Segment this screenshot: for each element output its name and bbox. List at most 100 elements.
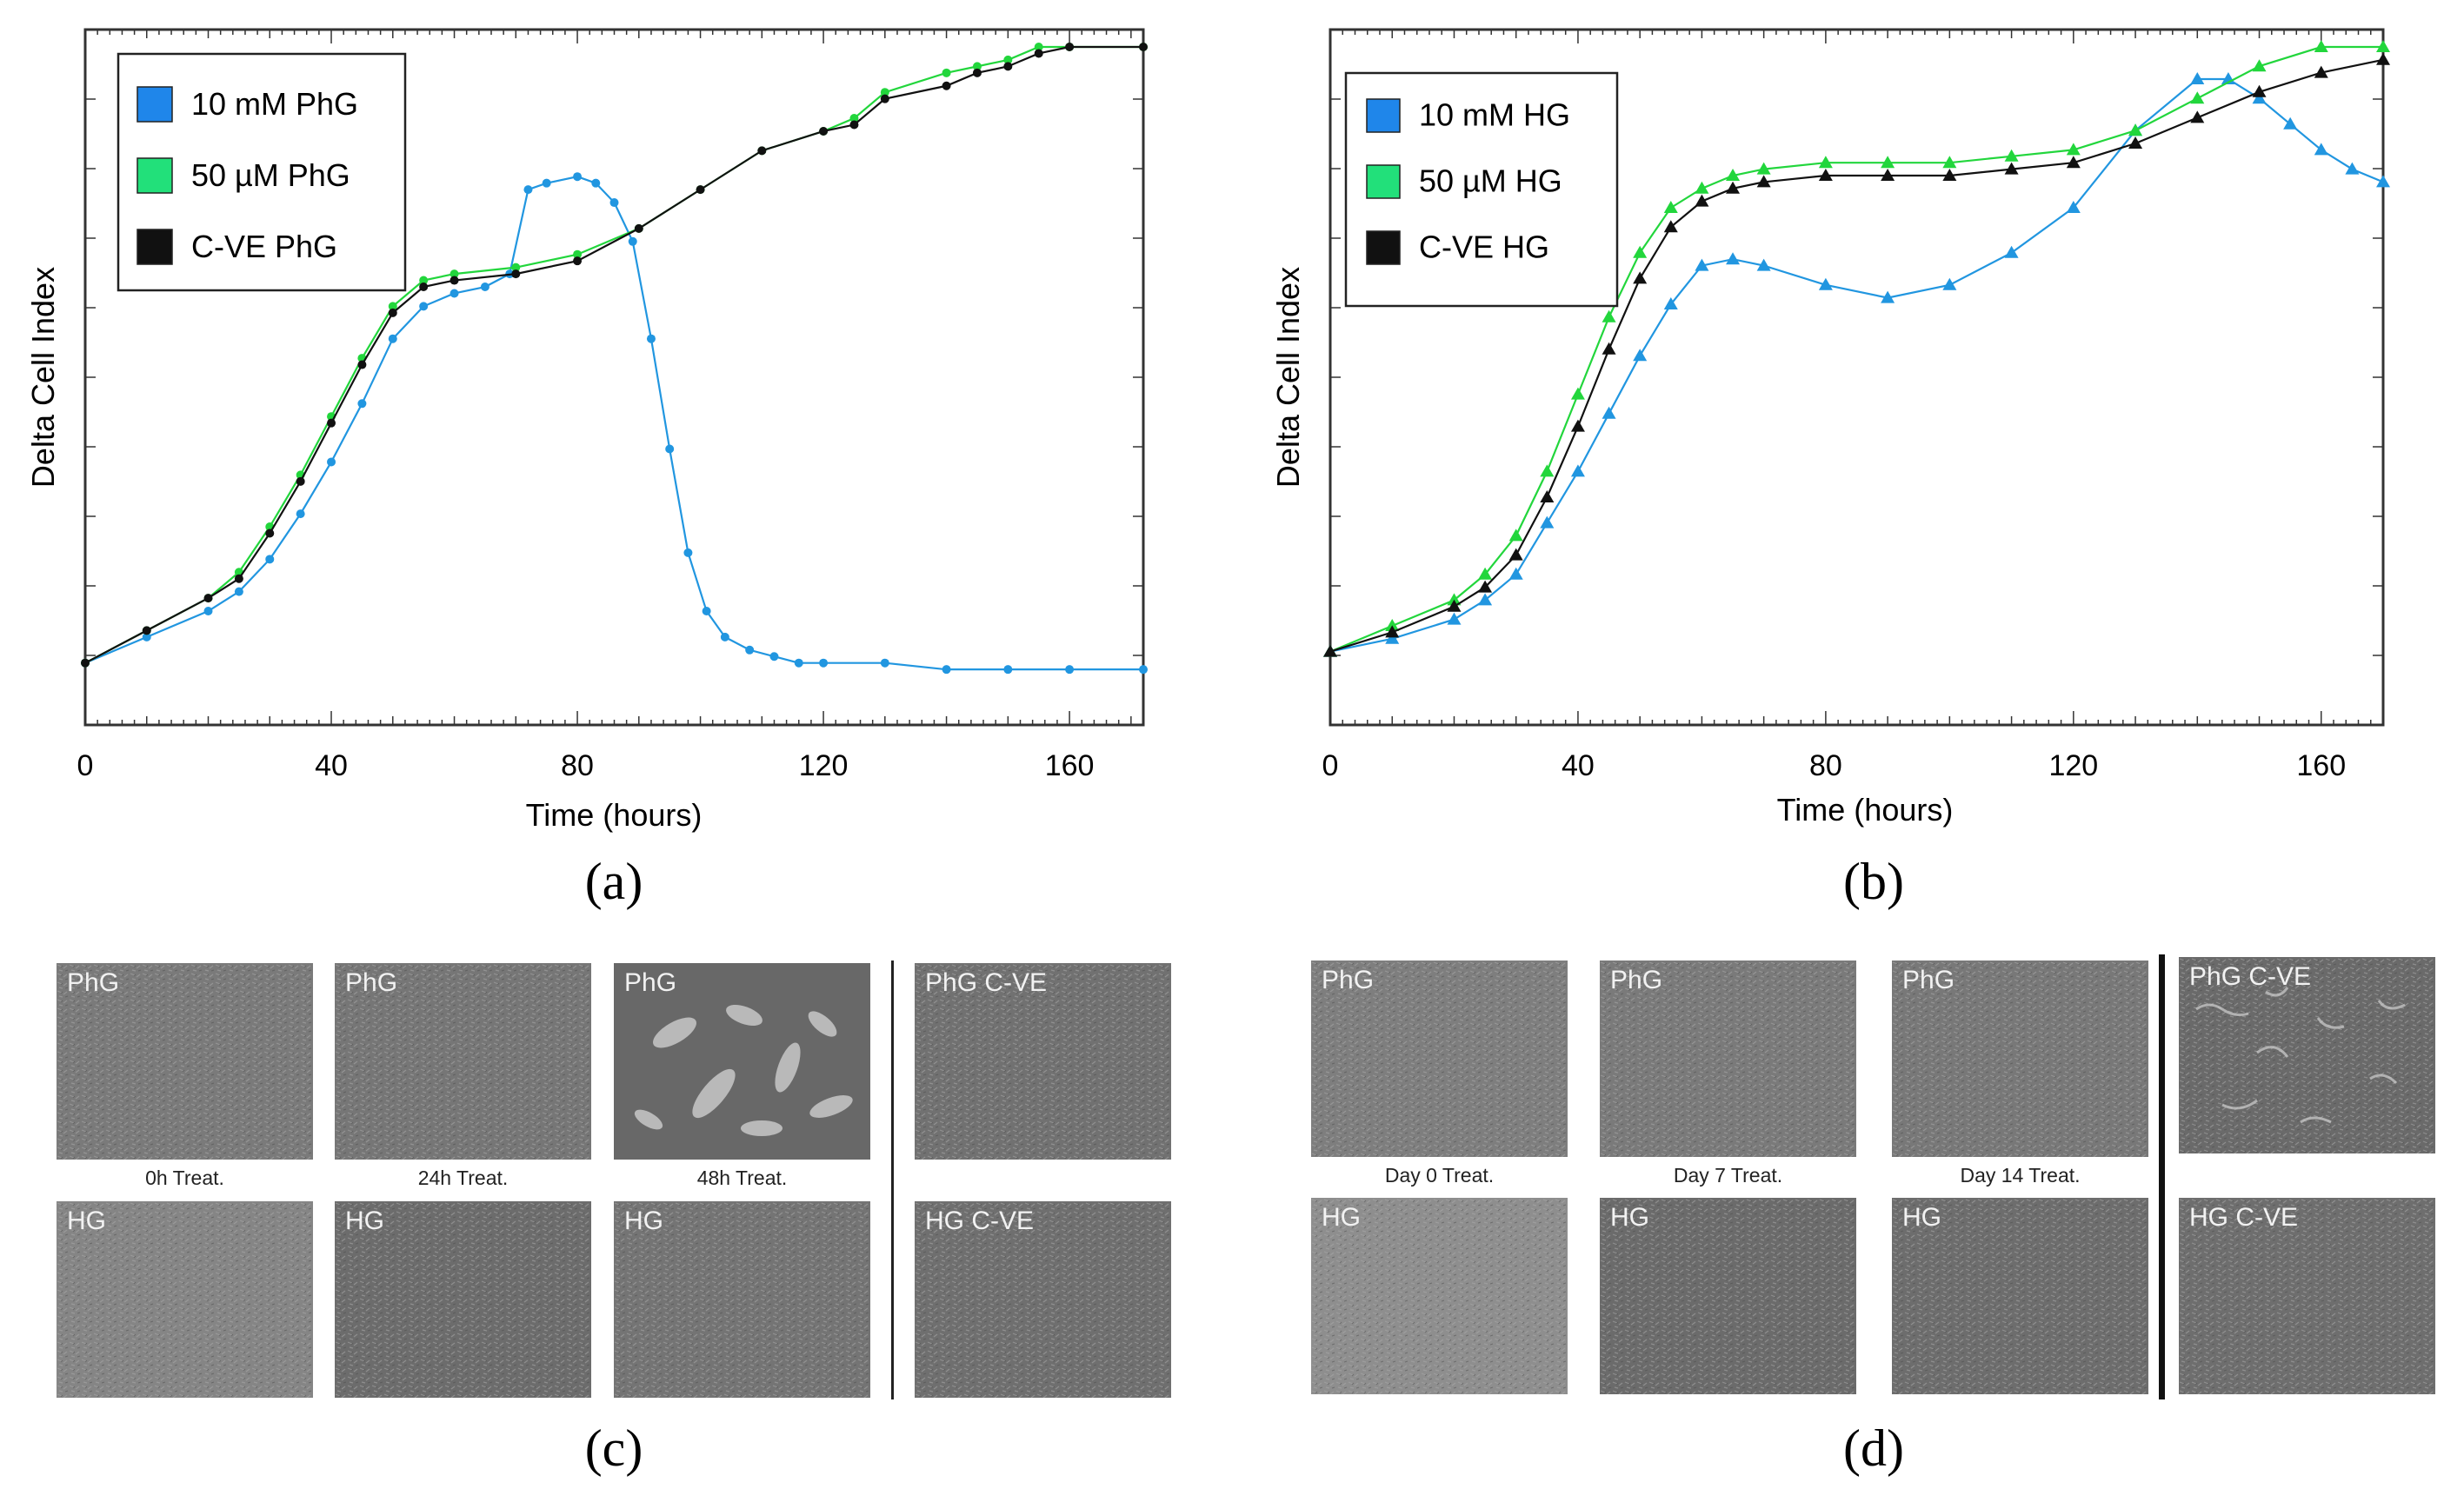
data-point [2252, 59, 2267, 72]
data-point [2066, 143, 2081, 156]
data-point [142, 626, 151, 635]
panel-label-d: (d) [1843, 1419, 1904, 1477]
data-point [702, 607, 711, 616]
x-tick-label: 80 [561, 749, 594, 782]
x-tick-label: 80 [1809, 749, 1842, 782]
micrograph-caption: 24h Treat. [417, 1167, 509, 1189]
micrograph-tag: PhG [1322, 966, 1375, 994]
data-point [1508, 548, 1523, 561]
data-point [665, 444, 675, 454]
data-point [542, 178, 551, 188]
legend-swatch [1366, 164, 1401, 199]
micrograph-caption: Day 7 Treat. [1673, 1164, 1783, 1187]
data-point [1385, 625, 1400, 638]
micrograph: PhG [1892, 961, 2148, 1157]
data-point [1540, 515, 1555, 528]
micrograph-tag: HG C-VE [925, 1207, 1035, 1235]
legend-label: 50 µM HG [1419, 163, 1562, 198]
micrograph-tag: HG [1322, 1203, 1361, 1232]
data-point [450, 289, 459, 298]
x-tick-label: 0 [77, 749, 94, 782]
data-point [1323, 644, 1337, 657]
data-point [634, 223, 643, 233]
micrograph: HG C-VE [2179, 1198, 2435, 1394]
x-tick-label: 120 [799, 749, 849, 782]
data-point [1633, 271, 1648, 284]
data-point [1508, 528, 1523, 542]
series-group [81, 43, 1148, 675]
data-point [265, 555, 275, 564]
micrograph: HG [57, 1201, 313, 1398]
micrograph-tag: PhG [1610, 966, 1663, 994]
data-point [1447, 612, 1462, 625]
data-point [1695, 258, 1709, 271]
data-point [2314, 143, 2328, 156]
data-point [942, 81, 951, 90]
chart-b: 0 40 80 120 160 Time (hours) Delta Cell Inde… [1270, 28, 2390, 828]
data-point [523, 185, 533, 195]
legend-label: 10 mM PhG [191, 86, 358, 122]
data-point [1726, 169, 1741, 181]
x-tick-label: 0 [1322, 749, 1339, 782]
micrograph: PhG [57, 963, 313, 1160]
data-point [1695, 194, 1709, 207]
x-axis-label: Time (hours) [1777, 792, 1954, 828]
data-point [1034, 43, 1043, 51]
data-point [480, 283, 489, 292]
data-point [419, 276, 429, 285]
legend: 10 mM HG 50 µM HG C-VE HG [1344, 71, 1619, 308]
legend-swatch [137, 157, 173, 194]
micrograph: PhG [614, 963, 870, 1160]
x-tick-label: 120 [2048, 749, 2098, 782]
data-point [1602, 309, 1616, 322]
legend-swatch [137, 229, 173, 265]
data-point [972, 68, 982, 77]
data-point [880, 88, 889, 97]
data-point [1726, 181, 1741, 194]
data-point [794, 658, 803, 668]
micrograph-tag: PhG [345, 968, 398, 997]
x-axis-label: Time (hours) [526, 797, 703, 833]
data-point [234, 574, 243, 583]
data-point [1756, 162, 1771, 175]
data-point [2190, 72, 2205, 84]
data-point [1602, 406, 1616, 419]
data-point [1139, 665, 1148, 675]
micrograph-tag: HG C-VE [2189, 1203, 2299, 1232]
data-point [573, 256, 583, 266]
data-point [1818, 277, 1833, 290]
divider-line [2159, 954, 2165, 1399]
data-point [1942, 277, 1957, 290]
divider-line [891, 961, 894, 1399]
micrograph: PhG [1600, 961, 1856, 1157]
data-point [1756, 175, 1771, 188]
axis-ticks [1329, 29, 2384, 726]
data-point [696, 185, 705, 195]
data-point [1065, 43, 1075, 51]
data-point [265, 528, 275, 538]
data-point [1478, 580, 1493, 593]
micrograph-tag: PhG C-VE [2189, 962, 2312, 991]
data-point [2066, 201, 2081, 213]
micrograph-tag: HG [1902, 1203, 1941, 1232]
data-point [2190, 91, 2205, 104]
series-group [1323, 40, 2390, 657]
data-point [2376, 52, 2390, 65]
data-point [1447, 599, 1462, 612]
data-point [1602, 342, 1616, 355]
x-tick-labels: 0 40 80 120 160 [1322, 749, 2347, 782]
data-point [1663, 297, 1678, 309]
legend-swatch [1366, 230, 1401, 265]
legend: 10 mM PhG 50 µM PhG C-VE PhG [117, 52, 407, 292]
data-point [942, 68, 951, 77]
data-point [1385, 619, 1400, 631]
data-point [1065, 665, 1075, 675]
data-point [972, 62, 982, 71]
x-tick-label: 160 [2296, 749, 2346, 782]
data-point [1570, 387, 1585, 400]
data-point [819, 126, 829, 136]
data-point [2004, 149, 2019, 162]
x-tick-label: 160 [1045, 749, 1095, 782]
data-point [1695, 181, 1709, 194]
data-point [1003, 665, 1013, 675]
